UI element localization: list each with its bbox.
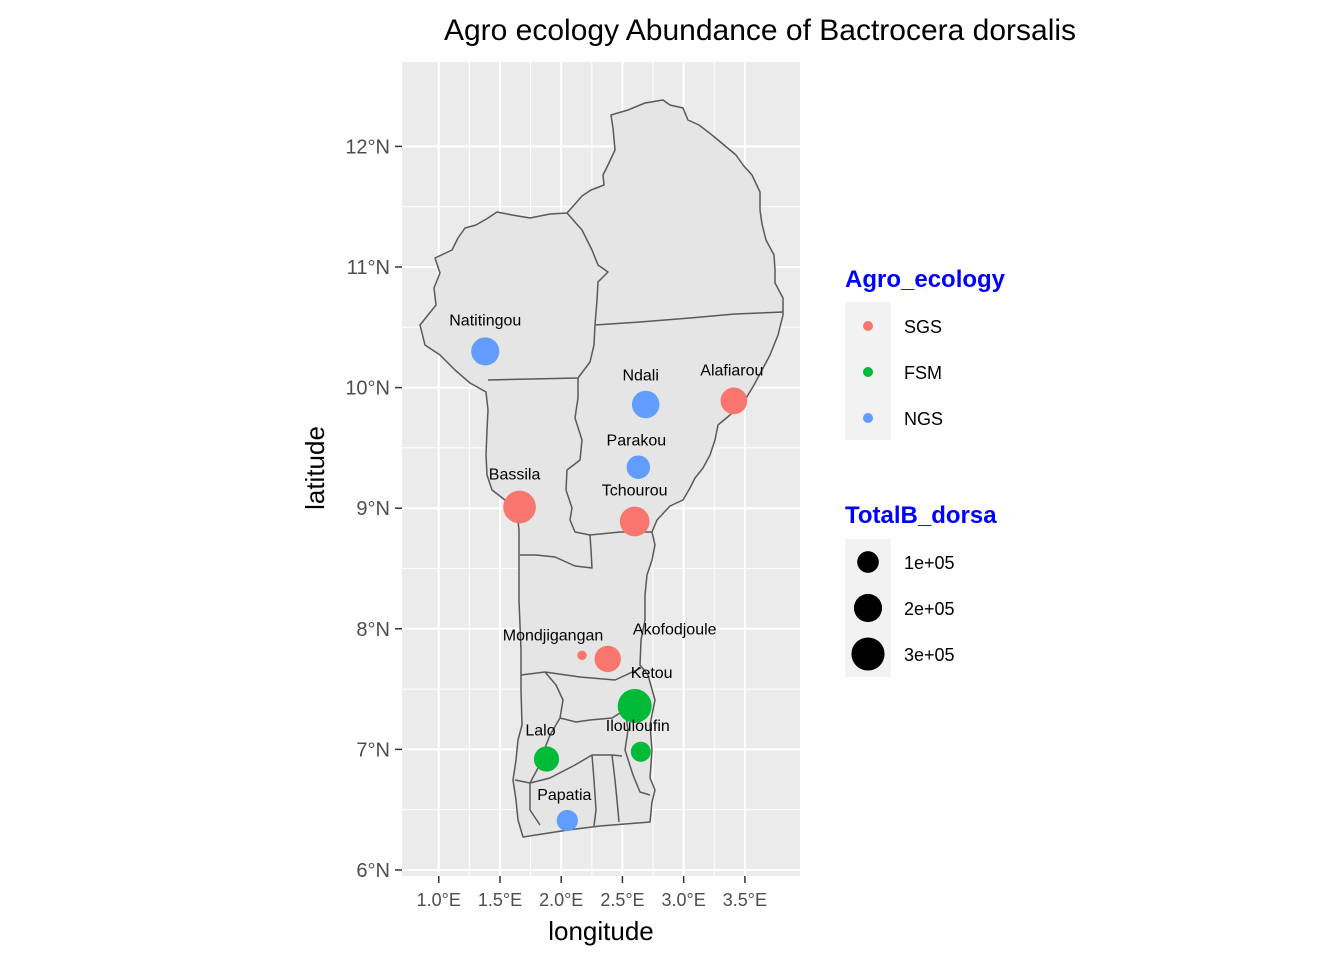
legend-total-b-dorsa-title: TotalB_dorsa [845,502,997,529]
site-label-ilouloufin: Ilouloufin [606,718,670,735]
site-point-akofodjoule [594,645,621,673]
site-label-lalo: Lalo [525,722,555,739]
department-border [529,754,623,784]
site-point-parakou [626,455,651,479]
site-point-ketou [617,688,652,723]
x-tick-label: 3.0°E [662,890,706,910]
x-tick-label: 2.5°E [600,890,644,910]
site-label-natitingou: Natitingou [449,312,521,329]
legend-label-sgs: SGS [904,317,942,337]
site-point-natitingou [471,337,500,366]
x-tick-label: 3.5°E [723,890,767,910]
department-border [487,324,596,381]
department-border [565,378,591,536]
legend-key-sgs [863,321,873,331]
sample-sites [471,337,748,832]
site-point-lalo [533,746,560,772]
x-tick-label: 2.0°E [539,890,583,910]
site-labels: Natitingou Ndali Alafiarou Parakou Bassila Tc… [449,312,763,804]
x-axis: 1.0°E 1.5°E 2.0°E 2.5°E 3.0°E 3.5°E [417,876,767,910]
site-label-bassila: Bassila [489,467,541,484]
x-tick-label: 1.0°E [417,890,461,910]
y-tick-label: 12°N [345,136,390,158]
y-tick-label: 7°N [356,739,390,761]
site-point-tchourou [619,506,650,537]
legend-label-fsm: FSM [904,363,942,383]
department-border [591,754,597,827]
department-border [529,783,541,826]
legend-size-key [853,593,883,623]
department-border [520,667,642,681]
y-tick-label: 10°N [345,378,390,400]
site-label-tchourou: Tchourou [602,483,668,500]
site-label-alafiarou: Alafiarou [700,363,763,380]
site-point-bassila [503,490,536,524]
department-border [594,311,784,326]
department-border [611,754,620,823]
site-label-parakou: Parakou [607,432,667,449]
y-axis: 6°N 7°N 8°N 9°N 10°N 11°N 12°N [345,136,402,882]
legend-total-b-dorsa: TotalB_dorsa 1e+05 2e+05 3e+05 [845,502,997,677]
department-border [566,212,609,326]
legend-key-fsm [863,367,873,377]
department-border [520,534,593,569]
legend-size-label: 2e+05 [904,599,955,619]
x-tick-label: 1.5°E [478,890,522,910]
legend-key-ngs [863,413,873,423]
y-tick-label: 11°N [347,257,390,279]
site-point-ilouloufin [630,741,651,762]
y-axis-label: latitude [300,426,330,510]
site-label-akofodjoule: Akofodjoule [633,622,717,639]
site-point-alafiarou [720,387,748,415]
site-label-ketou: Ketou [631,665,673,682]
y-tick-label: 8°N [356,619,390,641]
legend-label-ngs: NGS [904,409,943,429]
department-border [514,671,564,784]
site-point-mondjigangan [577,650,587,661]
site-label-mondjigangan: Mondjigangan [503,628,604,645]
legend-agro-ecology: Agro_ecology SGS FSM NGS [845,266,1006,440]
x-axis-label: longitude [548,916,654,946]
country-outline [419,99,784,838]
legend-size-key [857,551,879,573]
site-label-papatia: Papatia [537,787,591,804]
department-border [624,709,651,796]
site-point-ndali [631,390,660,419]
legend-size-label: 3e+05 [904,645,955,665]
site-point-papatia [556,809,578,832]
chart-title: Agro ecology Abundance of Bactrocera dor… [444,14,1076,47]
legend-size-label: 1e+05 [904,553,955,573]
y-tick-label: 9°N [356,498,390,520]
legend-size-key [851,637,885,671]
legend-agro-ecology-title: Agro_ecology [845,266,1006,293]
y-tick-label: 6°N [356,860,390,882]
site-label-ndali: Ndali [622,368,658,385]
